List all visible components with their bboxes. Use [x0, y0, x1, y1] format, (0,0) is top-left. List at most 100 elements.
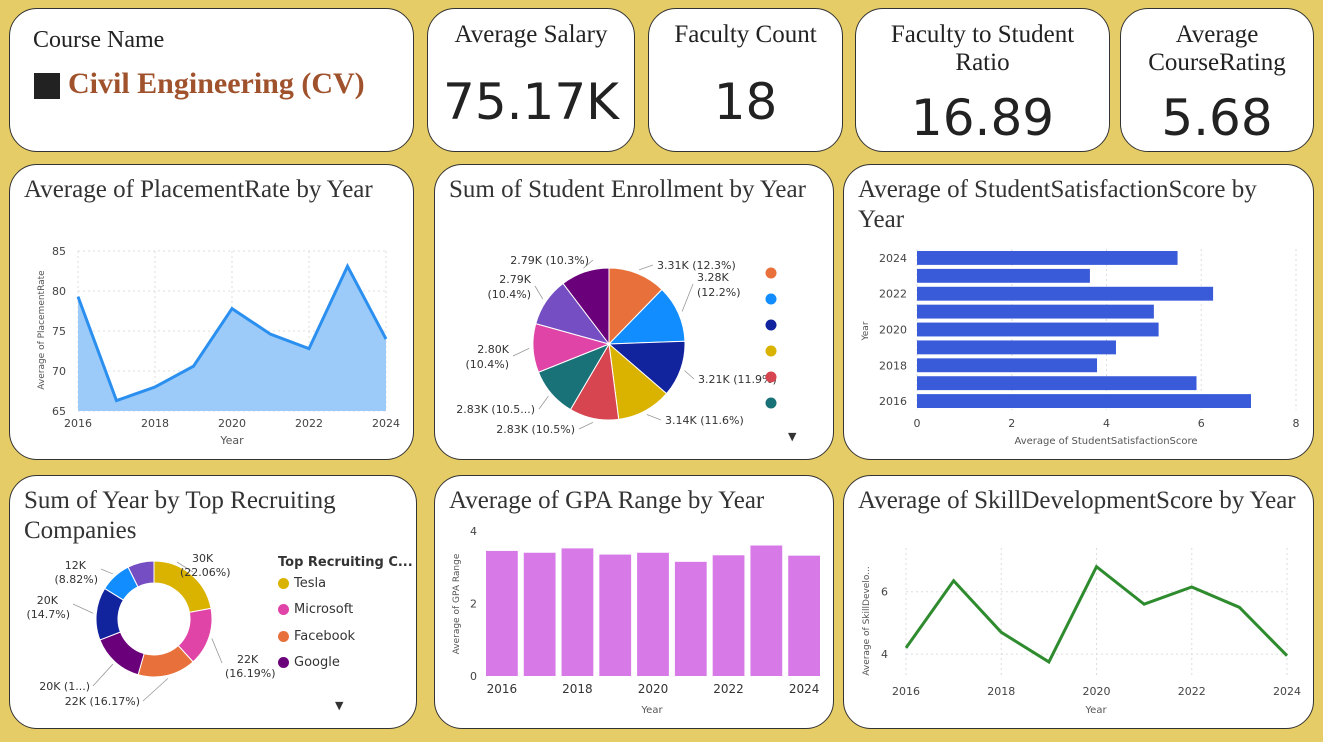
bar	[917, 376, 1197, 391]
label-leader	[92, 663, 114, 687]
bar	[712, 555, 745, 676]
pie-data-label: 3.14K (11.6%)	[665, 414, 744, 427]
label-leader	[583, 259, 594, 269]
legend-more-arrow[interactable]: ▼	[335, 699, 344, 712]
kpi-title: Faculty to Student Ratio	[890, 21, 1075, 76]
pie-data-label: 3.21K (11.9%)	[698, 373, 777, 386]
course-name-card: Course Name Civil Engineering (CV)	[9, 8, 414, 152]
gpa-card: Average of GPA Range by Year Average of …	[434, 475, 834, 729]
course-swatch	[34, 73, 60, 99]
bar	[523, 552, 556, 676]
y-tick-label: 2	[470, 598, 477, 611]
legend-more-arrow[interactable]: ▼	[788, 430, 797, 443]
x-tick-label: 2016	[892, 685, 920, 698]
x-tick-label: 2024	[789, 682, 820, 696]
x-tick-label: 2024	[1273, 685, 1301, 698]
kpi-average-course-rating: Average CourseRating 5.68	[1120, 8, 1314, 152]
enrollment-pie-chart: 3.31K (12.3%)3.28K (12.2%) 3.21K (11.9%) 3.…	[456, 254, 777, 436]
placement-rate-chart: Average of PlacementRate Year 85 80 75 70 65…	[37, 245, 400, 447]
kpi-value: 16.89	[910, 89, 1055, 147]
area-fill	[78, 266, 386, 411]
y-tick-label: 70	[52, 365, 66, 378]
legend-item-tesla[interactable]: Tesla	[278, 576, 326, 591]
x-tick-label: 2018	[987, 685, 1015, 698]
bar	[917, 304, 1154, 319]
label-leader	[176, 561, 194, 573]
pie-data-label: 3.28K	[697, 271, 729, 284]
legend-dot	[765, 267, 777, 279]
x-tick-label: 2020	[218, 417, 246, 430]
donut-slice	[127, 560, 155, 588]
legend-label: Microsoft	[294, 602, 354, 617]
x-tick-label: 0	[914, 417, 921, 430]
legend-label: Facebook	[294, 629, 356, 644]
donut-data-label: (14.7%)	[26, 608, 70, 621]
series-line	[904, 564, 1289, 665]
chart-title: Average of SkillDevelopmentScore by Year	[858, 487, 1296, 514]
legend-item-facebook[interactable]: Facebook	[278, 629, 355, 644]
bar	[917, 358, 1098, 373]
legend-dot	[278, 631, 289, 642]
donut-data-label: 20K (1...)	[39, 680, 90, 693]
pie-slice	[562, 267, 610, 346]
y-tick-label: 80	[52, 285, 66, 298]
bar	[750, 545, 783, 676]
pie-data-label: (10.4%)	[487, 288, 531, 301]
x-axis-label: Average of StudentSatisfactionScore	[1014, 436, 1197, 447]
bar	[561, 548, 594, 676]
legend-item-google[interactable]: Google	[278, 655, 340, 670]
legend-item-microsoft[interactable]: Microsoft	[278, 602, 353, 617]
y-axis-label: Average of PlacementRate	[37, 270, 47, 390]
chart-title: Sum of Year by Top Recruiting Companies	[24, 487, 336, 544]
pie-data-label: 2.79K	[499, 273, 531, 286]
label-leader	[72, 603, 94, 614]
donut-data-label: 12K	[65, 559, 87, 572]
label-leader	[534, 285, 544, 300]
y-tick-label: 2022	[879, 288, 907, 301]
kpi-value: 5.68	[1161, 89, 1273, 147]
pie-data-label: 2.79K (10.3%)	[510, 254, 589, 267]
x-tick-label: 2022	[1178, 685, 1206, 698]
label-leader	[638, 264, 654, 271]
bar	[674, 561, 707, 676]
kpi-faculty-count: Faculty Count 18	[648, 8, 843, 152]
y-axis-label: Year	[861, 321, 871, 341]
x-axis-label: Year	[1084, 705, 1107, 716]
course-name-value: Civil Engineering (CV)	[68, 67, 365, 100]
label-leader	[142, 678, 169, 702]
skill-line-chart: Average of SkillDevelo... Year 6 4 2016 201…	[862, 548, 1301, 716]
x-tick-label: 2	[1008, 417, 1015, 430]
x-tick-label: 2018	[562, 682, 593, 696]
kpi-title: Average Salary	[454, 21, 608, 48]
kpi-value: 75.17K	[443, 73, 619, 131]
course-name-label: Course Name	[33, 27, 165, 53]
pie-data-label: 2.80K	[477, 343, 509, 356]
bar	[917, 340, 1116, 355]
label-leader	[578, 422, 594, 430]
chart-title: Sum of Student Enrollment by Year	[449, 176, 806, 203]
label-leader	[681, 283, 694, 312]
pie-data-label: 2.83K (10.5%)	[496, 423, 575, 436]
satisfaction-card: Average of StudentSatisfactionScore by Y…	[843, 164, 1314, 460]
enrollment-card: Sum of Student Enrollment by Year 3.31K …	[434, 164, 834, 460]
label-leader	[646, 414, 662, 421]
series-line	[76, 262, 388, 403]
x-tick-label: 2020	[1083, 685, 1111, 698]
legend-label: Google	[294, 655, 340, 670]
x-tick-label: 6	[1198, 417, 1205, 430]
y-axis-label: Average of SkillDevelo...	[862, 566, 872, 676]
legend-label: Tesla	[294, 576, 327, 591]
bar	[486, 550, 518, 676]
donut-data-label: (8.82%)	[54, 573, 98, 586]
donut-data-label: 30K	[192, 552, 214, 565]
y-tick-label: 4	[881, 648, 888, 661]
y-tick-label: 2018	[879, 359, 907, 372]
donut-data-label: (16.19%)	[225, 667, 276, 680]
y-tick-label: 2016	[879, 395, 907, 408]
y-tick-label: 65	[52, 405, 66, 418]
pie-data-label: 2.83K (10.5...)	[456, 403, 535, 416]
donut-data-label: 22K (16.17%)	[65, 695, 140, 708]
donut-slice	[99, 631, 145, 676]
bar	[917, 322, 1159, 337]
bar	[917, 251, 1178, 265]
